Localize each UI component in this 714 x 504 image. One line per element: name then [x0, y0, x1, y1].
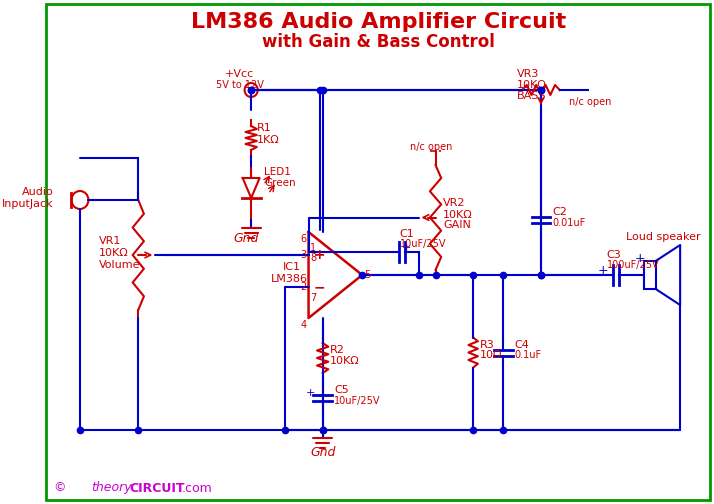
Text: with Gain & Bass Control: with Gain & Bass Control	[262, 33, 495, 51]
Text: 10KΩ: 10KΩ	[443, 210, 473, 220]
Text: CIRCUIT: CIRCUIT	[130, 481, 186, 494]
Text: theory: theory	[91, 481, 132, 494]
Text: Audio: Audio	[22, 187, 54, 197]
Text: 10uF/25V: 10uF/25V	[334, 396, 381, 406]
Text: C3: C3	[607, 250, 621, 260]
Text: LM386 Audio Amplifier Circuit: LM386 Audio Amplifier Circuit	[191, 12, 565, 32]
Text: 1KΩ: 1KΩ	[257, 135, 280, 145]
Text: 3: 3	[301, 250, 307, 260]
Text: 7: 7	[311, 293, 317, 303]
Text: +: +	[306, 388, 315, 398]
Text: 0.1uF: 0.1uF	[515, 350, 542, 360]
Text: R1: R1	[257, 123, 271, 133]
Text: 8: 8	[311, 253, 316, 263]
Text: InputJack: InputJack	[2, 199, 54, 209]
Text: .com: .com	[181, 481, 212, 494]
Text: C1: C1	[400, 229, 415, 239]
Text: R2: R2	[330, 345, 345, 355]
Text: GAIN: GAIN	[443, 221, 471, 230]
Text: +: +	[402, 243, 411, 253]
Text: IC1: IC1	[283, 262, 301, 272]
Bar	[645, 261, 655, 289]
Text: n/c open: n/c open	[569, 97, 611, 107]
Text: Volume: Volume	[99, 260, 140, 270]
Text: 2: 2	[301, 282, 307, 292]
Text: 10KΩ: 10KΩ	[99, 248, 129, 258]
Text: 0.01uF: 0.01uF	[552, 218, 585, 228]
Text: C4: C4	[515, 340, 530, 349]
Text: Green: Green	[264, 178, 296, 188]
Text: 10Ω: 10Ω	[480, 350, 502, 360]
Text: +Vcc: +Vcc	[225, 69, 254, 79]
Text: BASS: BASS	[516, 91, 546, 101]
Text: +: +	[598, 264, 608, 277]
Text: LED1: LED1	[264, 167, 291, 177]
Text: 5: 5	[364, 270, 371, 280]
Text: 1: 1	[311, 243, 316, 253]
Text: 100uF/25V: 100uF/25V	[607, 260, 660, 270]
Text: R3: R3	[480, 340, 495, 349]
Text: +: +	[313, 248, 325, 262]
Text: 5V to 12V: 5V to 12V	[216, 80, 263, 90]
Text: C5: C5	[334, 385, 348, 395]
Text: ©: ©	[53, 481, 66, 494]
Text: Gnd: Gnd	[233, 231, 259, 244]
Text: 6: 6	[301, 234, 307, 244]
Text: LM386: LM386	[271, 274, 308, 284]
Text: VR1: VR1	[99, 236, 121, 246]
Text: Loud speaker: Loud speaker	[626, 232, 700, 242]
Text: C2: C2	[552, 207, 567, 217]
Text: 4: 4	[301, 320, 307, 330]
Text: Gnd: Gnd	[310, 446, 336, 459]
Text: VR3: VR3	[516, 69, 539, 79]
Text: VR2: VR2	[443, 199, 466, 209]
Text: 10uF/25V: 10uF/25V	[400, 239, 446, 249]
Text: −: −	[313, 280, 325, 294]
Text: 10KΩ: 10KΩ	[330, 356, 360, 366]
Text: n/c open: n/c open	[410, 142, 452, 152]
Text: 10KΩ: 10KΩ	[516, 80, 546, 90]
Text: +: +	[634, 253, 645, 266]
